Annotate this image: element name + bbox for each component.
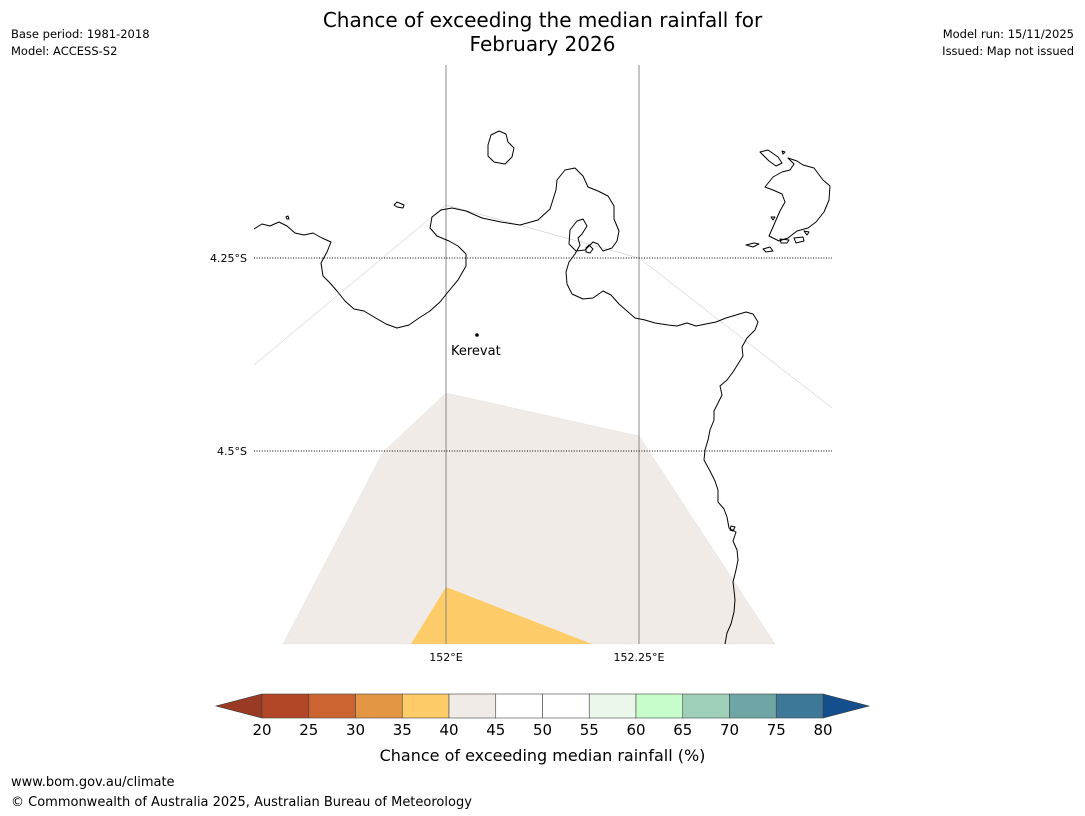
footer-url[interactable]: www.bom.gov.au/climate bbox=[11, 775, 175, 790]
coastline-duke-of-york bbox=[759, 149, 831, 242]
colorbar-cell-75-80 bbox=[775, 693, 824, 719]
coastline-islet-b bbox=[285, 215, 290, 220]
kerevat-label: Kerevat bbox=[451, 344, 501, 359]
colorbar-cell-35-40 bbox=[401, 693, 450, 719]
colorbar-tick-label: 45 bbox=[486, 721, 505, 739]
colorbar-extend-high bbox=[822, 693, 871, 719]
colorbar-tick-label: 55 bbox=[580, 721, 599, 739]
colorbar-cell-20-25 bbox=[261, 693, 310, 719]
coastline-islet-d bbox=[745, 242, 760, 248]
colorbar-tick-label: 60 bbox=[626, 721, 645, 739]
colorbar-cell-45-50 bbox=[495, 693, 543, 719]
coastline-islet-e bbox=[762, 246, 774, 253]
colorbar-tick-label: 35 bbox=[393, 721, 412, 739]
colorbar-tick-label: 65 bbox=[673, 721, 692, 739]
colorbar-tick-label: 50 bbox=[533, 721, 552, 739]
colorbar-cell-25-30 bbox=[308, 693, 356, 719]
title-line-1: Chance of exceeding the median rainfall … bbox=[322, 8, 763, 32]
colorbar-tick-label: 25 bbox=[299, 721, 318, 739]
colorbar-tick-label: 20 bbox=[252, 721, 271, 739]
base-period: Base period: 1981-2018 bbox=[11, 27, 150, 41]
run-info-left: Base period: 1981-2018 Model: ACCESS-S2 bbox=[11, 26, 150, 60]
colorbar-cell-60-65 bbox=[635, 693, 684, 719]
map-title: Chance of exceeding the median rainfall … bbox=[0, 8, 1085, 56]
colorbar-tick-label: 40 bbox=[439, 721, 458, 739]
coastline-islet-a bbox=[393, 201, 405, 209]
issued-status: Issued: Map not issued bbox=[942, 44, 1074, 58]
lat-label-4-5: 4.5°S bbox=[217, 445, 247, 458]
colorbar-cell-65-70 bbox=[682, 693, 730, 719]
coastline-islet-h bbox=[803, 230, 810, 236]
probability-band-35-40 bbox=[411, 587, 592, 644]
coastline-islet-c bbox=[585, 244, 594, 254]
colorbar-tick-label: 30 bbox=[346, 721, 365, 739]
coastline-islet-g bbox=[793, 236, 805, 244]
footer-copyright: © Commonwealth of Australia 2025, Austra… bbox=[11, 795, 472, 810]
kerevat-marker bbox=[475, 333, 479, 337]
grid-boundary-line bbox=[253, 204, 833, 409]
lat-label-4-25: 4.25°S bbox=[210, 252, 247, 265]
colorbar: 20 25 30 35 40 45 50 55 60 65 70 75 80 bbox=[214, 693, 871, 739]
coastline-islet-i bbox=[770, 216, 776, 221]
colorbar-extend-low bbox=[214, 693, 263, 719]
colorbar-tick-label: 80 bbox=[813, 721, 832, 739]
coastline-islet-f bbox=[779, 238, 790, 244]
coastline-islet-j bbox=[781, 150, 786, 155]
run-info-right: Model run: 15/11/2025 Issued: Map not is… bbox=[942, 26, 1074, 60]
colorbar-cell-55-60 bbox=[588, 693, 637, 719]
colorbar-label: Chance of exceeding median rainfall (%) bbox=[379, 746, 706, 765]
lon-label-152: 152°E bbox=[429, 651, 462, 664]
coastline-islet-k bbox=[729, 525, 736, 532]
colorbar-cell-50-55 bbox=[542, 693, 590, 719]
colorbar-cell-70-75 bbox=[729, 693, 777, 719]
model-name: Model: ACCESS-S2 bbox=[11, 44, 118, 58]
probability-band-40-45 bbox=[282, 392, 776, 645]
colorbar-cell-30-35 bbox=[355, 693, 403, 719]
lon-label-152-25: 152.25°E bbox=[614, 651, 665, 664]
title-line-2: February 2026 bbox=[469, 32, 616, 56]
model-run: Model run: 15/11/2025 bbox=[942, 27, 1074, 41]
coastline-gazelle-peninsula bbox=[253, 167, 759, 645]
coastline-island-top bbox=[487, 130, 515, 165]
colorbar-tick-label: 75 bbox=[767, 721, 786, 739]
colorbar-cell-40-45 bbox=[448, 693, 497, 719]
colorbar-tick-label: 70 bbox=[720, 721, 739, 739]
